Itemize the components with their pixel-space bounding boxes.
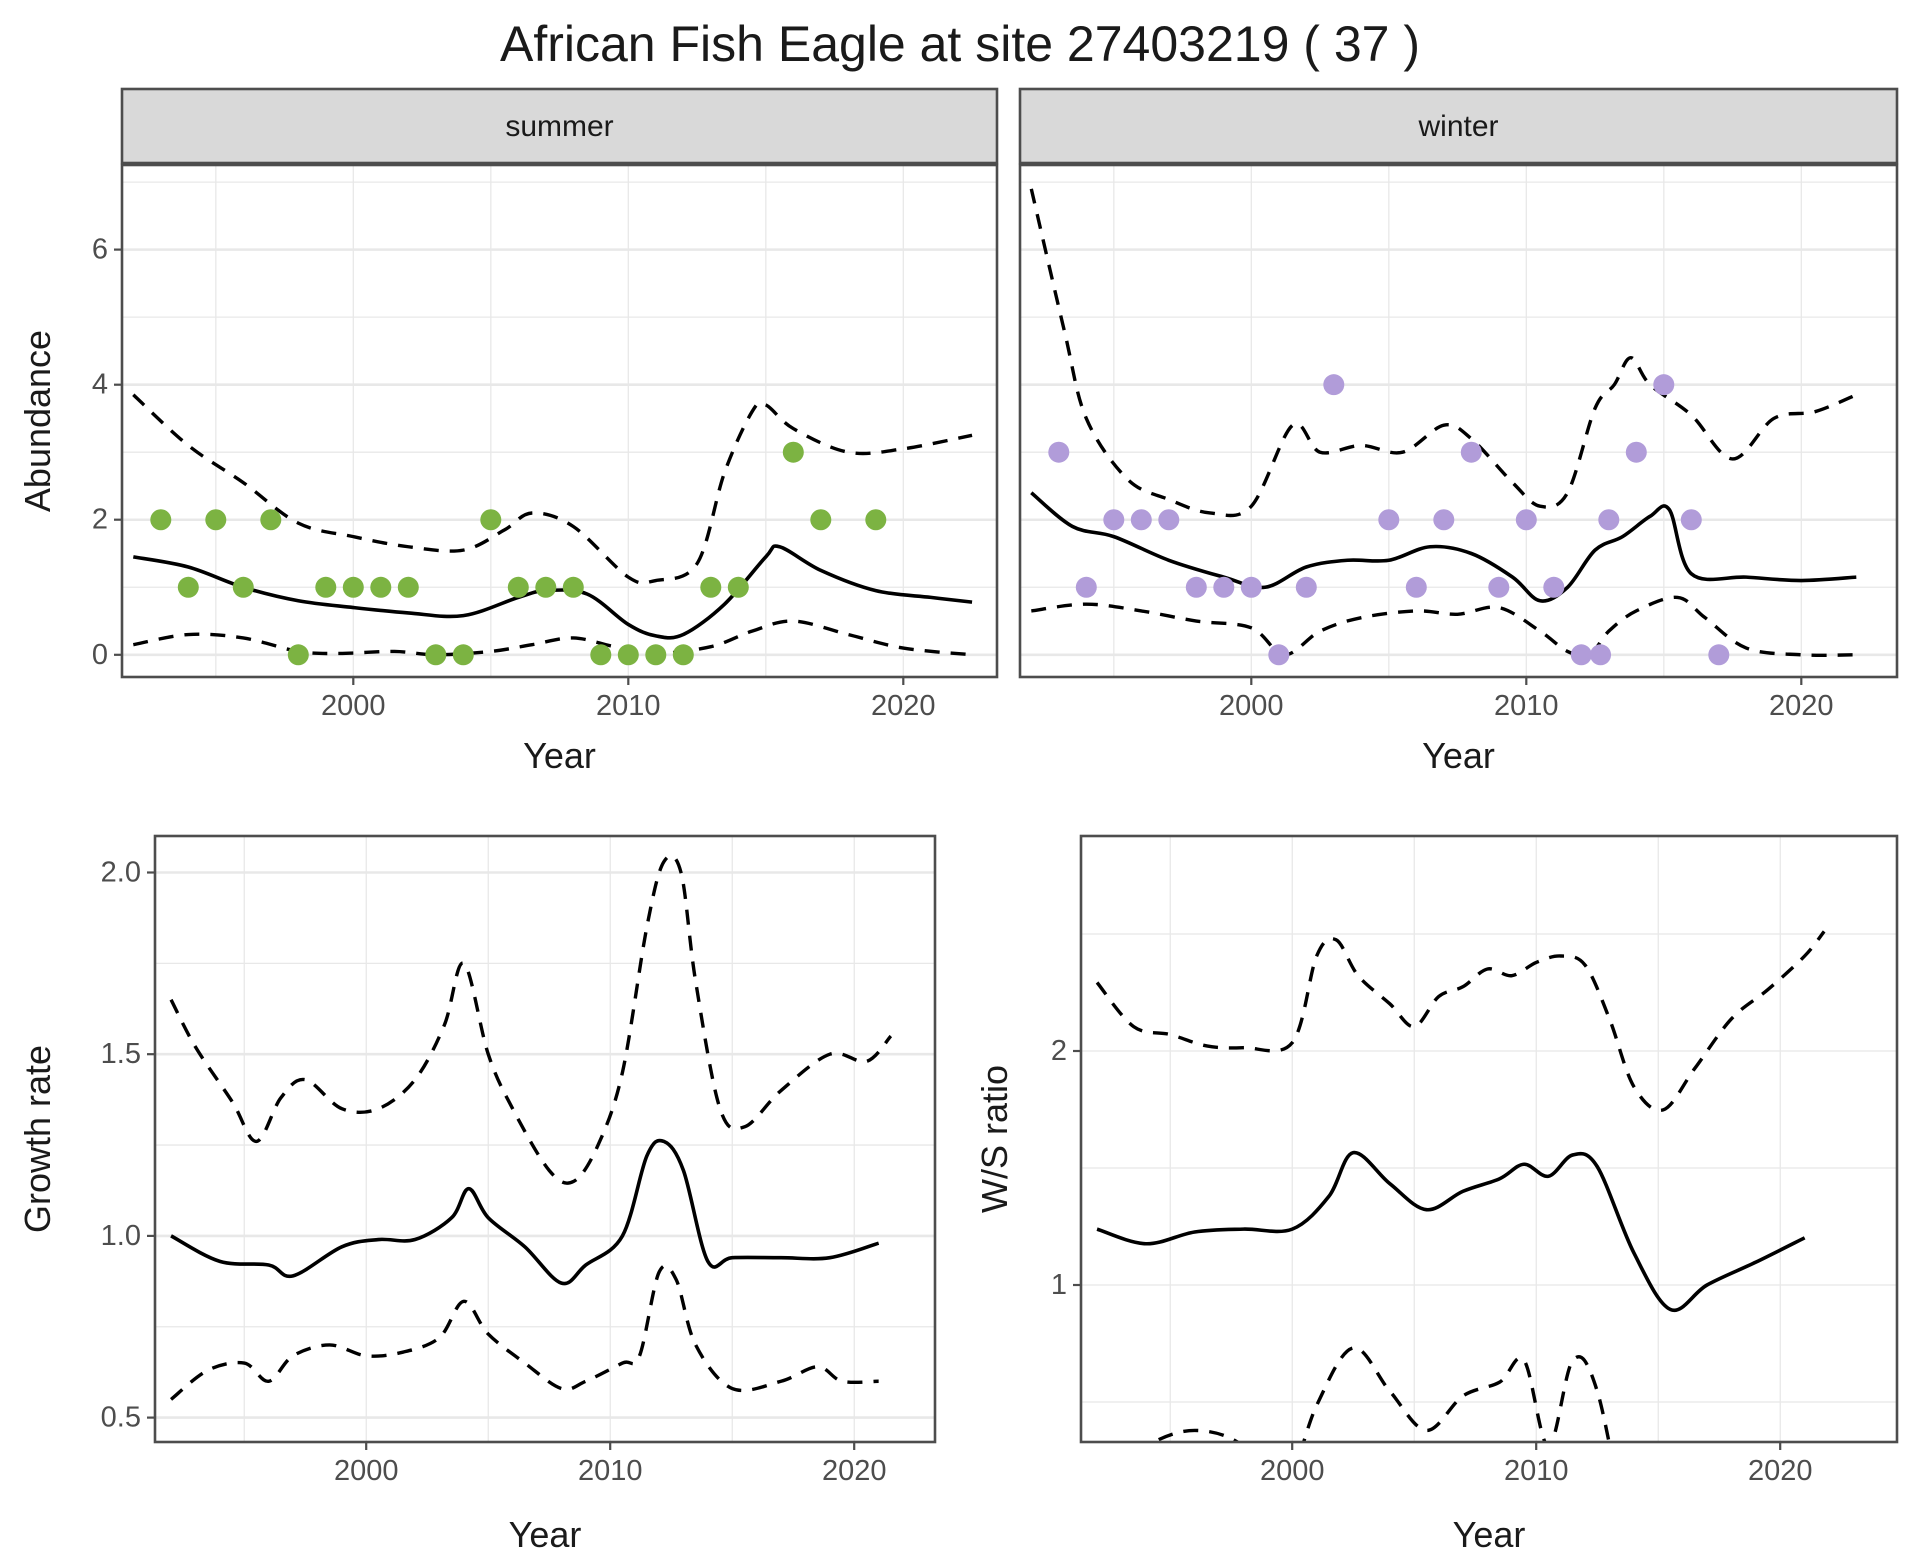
- svg-text:2.0: 2.0: [101, 857, 141, 889]
- svg-text:2020: 2020: [822, 1455, 887, 1487]
- svg-text:1.0: 1.0: [101, 1220, 141, 1252]
- svg-text:winter: winter: [1417, 110, 1498, 143]
- svg-text:2: 2: [1051, 1035, 1067, 1067]
- svg-text:2: 2: [92, 504, 108, 536]
- svg-text:2020: 2020: [1769, 690, 1834, 722]
- svg-text:2010: 2010: [1494, 690, 1559, 722]
- svg-text:2000: 2000: [321, 690, 386, 722]
- svg-text:2010: 2010: [1504, 1455, 1569, 1487]
- svg-text:6: 6: [92, 234, 108, 266]
- svg-text:2010: 2010: [596, 690, 661, 722]
- svg-text:1.5: 1.5: [101, 1038, 141, 1070]
- svg-text:1: 1: [1051, 1269, 1067, 1301]
- svg-text:0: 0: [92, 639, 108, 671]
- svg-text:summer: summer: [505, 110, 613, 143]
- svg-text:2020: 2020: [871, 690, 936, 722]
- svg-text:0.5: 0.5: [101, 1402, 141, 1434]
- svg-text:2000: 2000: [1260, 1455, 1325, 1487]
- svg-text:2000: 2000: [1219, 690, 1284, 722]
- svg-text:2020: 2020: [1748, 1455, 1813, 1487]
- svg-text:2000: 2000: [334, 1455, 399, 1487]
- svg-text:2010: 2010: [578, 1455, 643, 1487]
- svg-text:4: 4: [92, 369, 108, 401]
